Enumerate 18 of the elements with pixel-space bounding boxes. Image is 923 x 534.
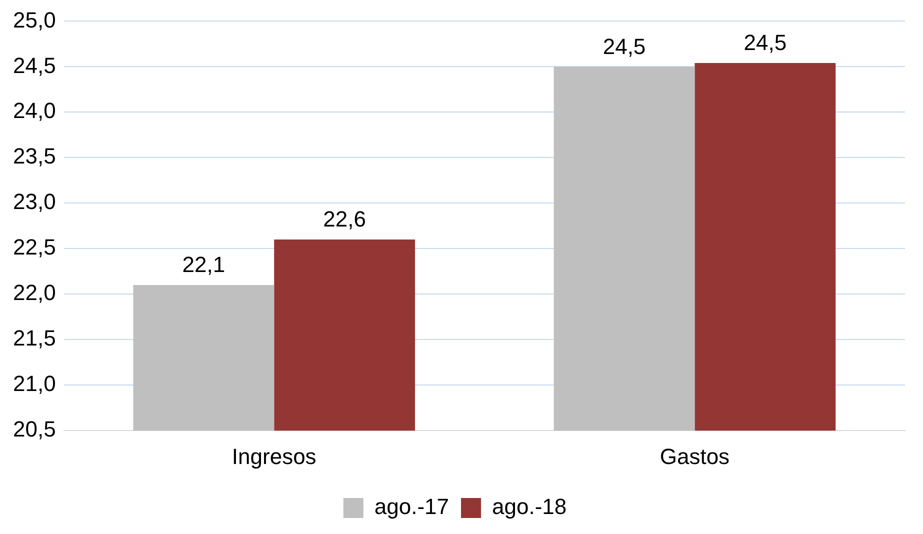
y-tick-label: 22,0: [12, 280, 56, 306]
y-tick-label: 21,5: [12, 326, 56, 351]
y-tick-label: 25,0: [12, 7, 56, 32]
y-tick-label: 23,5: [12, 144, 56, 169]
y-tick-label: 22,5: [12, 234, 56, 260]
x-tick-label: Ingresos: [232, 444, 316, 469]
data-label: 22,1: [182, 252, 226, 278]
y-tick-label: 24,5: [12, 52, 56, 78]
y-tick-label: 21,0: [12, 371, 56, 396]
y-tick-label: 24,0: [12, 98, 56, 124]
y-tick-label: 23,0: [12, 189, 56, 214]
legend-label: ago.-18: [492, 494, 567, 520]
legend-label: ago.-17: [374, 494, 450, 520]
data-label: 22,6: [323, 206, 366, 232]
x-tick-label: Gastos: [660, 444, 730, 469]
y-tick-label: 20,5: [12, 416, 56, 442]
data-label: 24,5: [602, 34, 646, 59]
data-label: 24,5: [744, 30, 787, 56]
